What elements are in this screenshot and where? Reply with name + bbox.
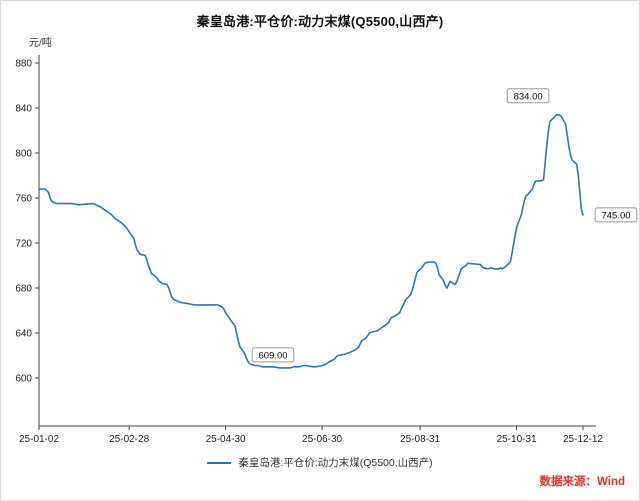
legend: 秦皇岛港:平仓价:动力末煤(Q5500,山西产) [1, 455, 639, 470]
x-tick-label: 25-12-12 [563, 434, 603, 445]
annotation-label: 745.00 [601, 210, 630, 221]
y-tick-label: 800 [15, 149, 32, 160]
annotation-box [506, 88, 550, 104]
price-line [38, 114, 584, 369]
y-tick-label: 840 [15, 104, 32, 115]
y-tick-label: 720 [15, 239, 32, 250]
y-tick-label: 600 [15, 374, 32, 385]
x-tick-label: 25-02-28 [109, 434, 149, 445]
y-tick-label: 880 [15, 59, 32, 70]
x-tick-label: 25-08-31 [400, 434, 440, 445]
x-tick-label: 25-06-30 [302, 434, 342, 445]
x-tick-label: 25-01-02 [19, 434, 59, 445]
annotation-box [251, 347, 295, 363]
x-tick-label: 25-04-30 [206, 434, 246, 445]
annotation-box [594, 207, 638, 223]
y-tick-label: 680 [15, 284, 32, 295]
x-tick-label: 25-10-31 [497, 434, 537, 445]
legend-line-swatch [207, 461, 232, 464]
chart-title: 秦皇岛港:平仓价:动力末煤(Q5500,山西产) [196, 14, 444, 29]
y-tick-label: 760 [15, 194, 32, 205]
annotation-label: 609.00 [259, 350, 288, 361]
legend-label: 秦皇岛港:平仓价:动力末煤(Q5500,山西产) [238, 457, 433, 469]
y-tick-label: 640 [15, 329, 32, 340]
data-source: 数据来源：Wind [539, 476, 626, 488]
y-axis-unit-label: 元/吨 [29, 38, 52, 49]
annotation-label: 834.00 [514, 91, 543, 102]
